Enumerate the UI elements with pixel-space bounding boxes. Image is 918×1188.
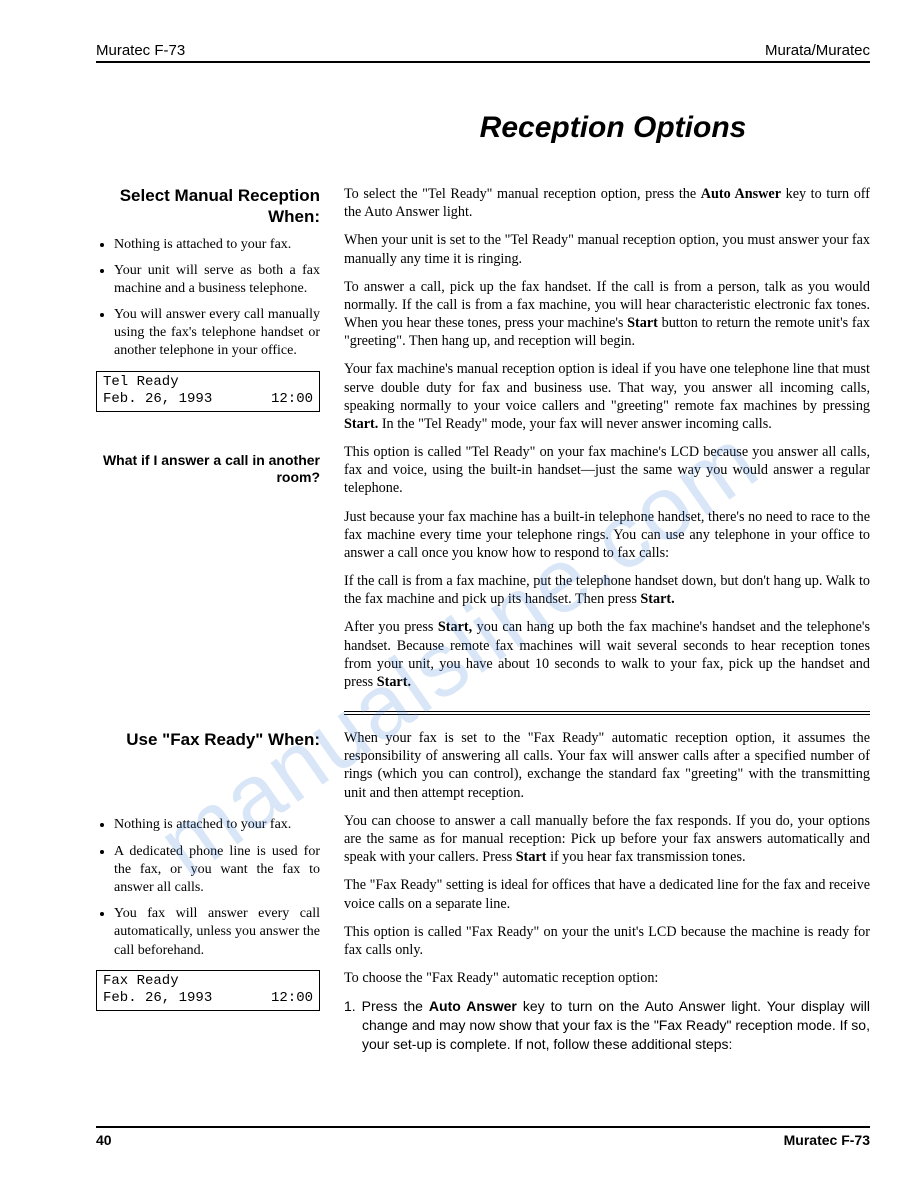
paragraph: Just because your fax machine has a buil… bbox=[344, 508, 870, 563]
lcd-display-fax-ready: Fax Ready Feb. 26, 1993 12:00 bbox=[96, 970, 320, 1011]
paragraph: To answer a call, pick up the fax handse… bbox=[344, 278, 870, 351]
lcd-date: Feb. 26, 1993 bbox=[103, 391, 212, 409]
body-2: When your fax is set to the "Fax Ready" … bbox=[344, 729, 870, 1054]
bullet: A dedicated phone line is used for the f… bbox=[114, 843, 320, 898]
bullet: You will answer every call manually usin… bbox=[114, 306, 320, 361]
page-title: Reception Options bbox=[96, 111, 870, 145]
paragraph: You can choose to answer a call manually… bbox=[344, 812, 870, 867]
side-heading-fax-ready: Use "Fax Ready" When: bbox=[96, 729, 320, 750]
header-left: Muratec F-73 bbox=[96, 42, 185, 59]
paragraph: To select the "Tel Ready" manual recepti… bbox=[344, 185, 870, 221]
section-fax-ready: Use "Fax Ready" When: Nothing is attache… bbox=[96, 729, 870, 1054]
footer-model: Muratec F-73 bbox=[784, 1132, 870, 1148]
lcd-date: Feb. 26, 1993 bbox=[103, 990, 212, 1008]
sidebar-1: Select Manual Reception When: Nothing is… bbox=[96, 185, 320, 729]
step-1: 1. Press the Auto Answer key to turn on … bbox=[344, 997, 870, 1054]
bullet: Your unit will serve as both a fax machi… bbox=[114, 262, 320, 298]
sidebar-2: Use "Fax Ready" When: Nothing is attache… bbox=[96, 729, 320, 1054]
paragraph: When your unit is set to the "Tel Ready"… bbox=[344, 231, 870, 267]
side-heading-manual: Select Manual Reception When: bbox=[96, 185, 320, 228]
paragraph: Your fax machine's manual reception opti… bbox=[344, 360, 870, 433]
lcd-time: 12:00 bbox=[271, 990, 313, 1008]
lcd-line1: Tel Ready bbox=[103, 374, 313, 392]
manual-page: manualsline.com Muratec F-73 Murata/Mura… bbox=[0, 0, 918, 1188]
lcd-time: 12:00 bbox=[271, 391, 313, 409]
bullets-fax-ready: Nothing is attached to your fax. A dedic… bbox=[96, 816, 320, 959]
bullet: You fax will answer every call automatic… bbox=[114, 905, 320, 960]
paragraph: This option is called "Fax Ready" on you… bbox=[344, 923, 870, 959]
lcd-line1: Fax Ready bbox=[103, 973, 313, 991]
lcd-display-tel-ready: Tel Ready Feb. 26, 1993 12:00 bbox=[96, 371, 320, 412]
page-number: 40 bbox=[96, 1132, 112, 1148]
section-divider bbox=[344, 711, 870, 715]
body-1: To select the "Tel Ready" manual recepti… bbox=[344, 185, 870, 729]
page-footer: 40 Muratec F-73 bbox=[96, 1126, 870, 1148]
bullet: Nothing is attached to your fax. bbox=[114, 236, 320, 254]
paragraph: This option is called "Tel Ready" on you… bbox=[344, 443, 870, 498]
section-manual-reception: Select Manual Reception When: Nothing is… bbox=[96, 185, 870, 729]
paragraph: To choose the "Fax Ready" automatic rece… bbox=[344, 969, 870, 987]
paragraph: After you press Start, you can hang up b… bbox=[344, 618, 870, 691]
paragraph: The "Fax Ready" setting is ideal for off… bbox=[344, 876, 870, 912]
header-right: Murata/Muratec bbox=[765, 42, 870, 59]
paragraph: When your fax is set to the "Fax Ready" … bbox=[344, 729, 870, 802]
bullet: Nothing is attached to your fax. bbox=[114, 816, 320, 834]
paragraph: If the call is from a fax machine, put t… bbox=[344, 572, 870, 608]
page-header: Muratec F-73 Murata/Muratec bbox=[96, 42, 870, 63]
bullets-manual: Nothing is attached to your fax. Your un… bbox=[96, 236, 320, 361]
side-subheading-another-room: What if I answer a call in another room? bbox=[96, 452, 320, 487]
